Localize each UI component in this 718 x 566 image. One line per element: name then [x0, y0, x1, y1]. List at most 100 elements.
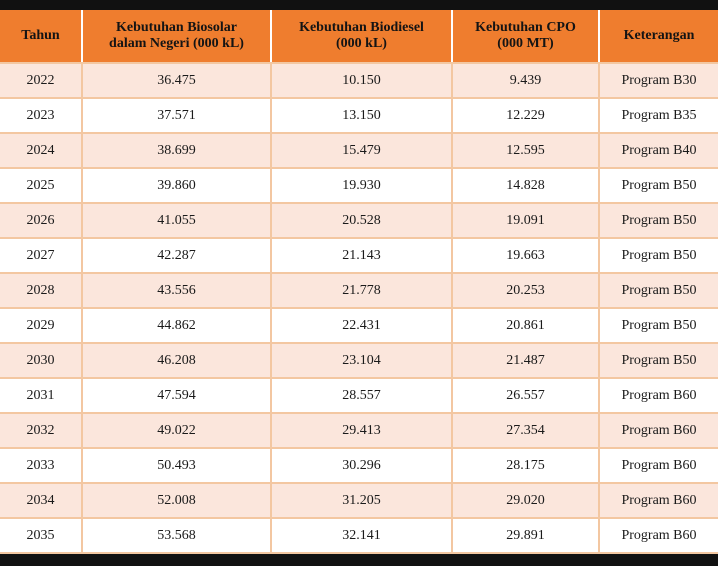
table-header-row: Tahun Kebutuhan Biosolar dalam Negeri (0…	[0, 10, 718, 64]
cell-biosolar: 46.208	[82, 343, 272, 379]
cell-biodiesel: 13.150	[271, 98, 453, 134]
cell-keterangan: Program B60	[599, 413, 718, 449]
cell-biosolar: 42.287	[82, 238, 272, 274]
cell-tahun: 2026	[0, 203, 83, 239]
header-keterangan: Keterangan	[599, 10, 718, 64]
header-keterangan-label: Keterangan	[623, 28, 695, 43]
cell-keterangan: Program B50	[599, 273, 718, 309]
table-row: 2033 50.493 30.296 28.175 Program B60	[0, 448, 718, 484]
header-tahun: Tahun	[0, 10, 83, 64]
cell-biodiesel: 15.479	[271, 133, 453, 169]
cell-keterangan: Program B50	[599, 238, 718, 274]
cell-biosolar: 36.475	[82, 63, 272, 99]
table-row: 2030 46.208 23.104 21.487 Program B50	[0, 343, 718, 379]
cell-cpo: 29.020	[452, 483, 600, 519]
cell-keterangan: Program B50	[599, 203, 718, 239]
cell-cpo: 19.663	[452, 238, 600, 274]
table-body: 2022 36.475 10.150 9.439 Program B30 2023 37.5…	[0, 63, 718, 554]
cell-keterangan: Program B60	[599, 448, 718, 484]
cell-tahun: 2023	[0, 98, 83, 134]
cell-cpo: 28.175	[452, 448, 600, 484]
cell-biodiesel: 28.557	[271, 378, 453, 414]
cell-biosolar: 41.055	[82, 203, 272, 239]
cell-keterangan: Program B60	[599, 378, 718, 414]
cell-tahun: 2033	[0, 448, 83, 484]
cell-biosolar: 39.860	[82, 168, 272, 204]
cell-biodiesel: 30.296	[271, 448, 453, 484]
cell-cpo: 19.091	[452, 203, 600, 239]
cell-cpo: 20.861	[452, 308, 600, 344]
cell-biodiesel: 32.141	[271, 518, 453, 554]
cell-keterangan: Program B30	[599, 63, 718, 99]
table-row: 2032 49.022 29.413 27.354 Program B60	[0, 413, 718, 449]
cell-cpo: 12.595	[452, 133, 600, 169]
cell-biodiesel: 22.431	[271, 308, 453, 344]
cell-tahun: 2022	[0, 63, 83, 99]
cell-biosolar: 52.008	[82, 483, 272, 519]
cell-biosolar: 43.556	[82, 273, 272, 309]
table-row: 2024 38.699 15.479 12.595 Program B40	[0, 133, 718, 169]
cell-tahun: 2024	[0, 133, 83, 169]
cell-cpo: 14.828	[452, 168, 600, 204]
cell-keterangan: Program B50	[599, 168, 718, 204]
cell-biodiesel: 23.104	[271, 343, 453, 379]
cell-keterangan: Program B60	[599, 483, 718, 519]
cell-tahun: 2034	[0, 483, 83, 519]
header-biodiesel: Kebutuhan Biodiesel (000 kL)	[271, 10, 453, 64]
cell-tahun: 2029	[0, 308, 83, 344]
header-biosolar-line1: Kebutuhan Biosolar	[116, 20, 237, 35]
cell-cpo: 27.354	[452, 413, 600, 449]
cell-keterangan: Program B60	[599, 518, 718, 554]
header-cpo-line2: (000 MT)	[497, 36, 554, 51]
header-biosolar: Kebutuhan Biosolar dalam Negeri (000 kL)	[82, 10, 272, 64]
header-biodiesel-line2: (000 kL)	[336, 36, 387, 51]
table-row: 2029 44.862 22.431 20.861 Program B50	[0, 308, 718, 344]
cell-tahun: 2027	[0, 238, 83, 274]
cell-biodiesel: 19.930	[271, 168, 453, 204]
cell-keterangan: Program B35	[599, 98, 718, 134]
cell-keterangan: Program B50	[599, 343, 718, 379]
cell-cpo: 20.253	[452, 273, 600, 309]
table-row: 2023 37.571 13.150 12.229 Program B35	[0, 98, 718, 134]
table-row: 2028 43.556 21.778 20.253 Program B50	[0, 273, 718, 309]
cell-biodiesel: 20.528	[271, 203, 453, 239]
table-row: 2031 47.594 28.557 26.557 Program B60	[0, 378, 718, 414]
cell-biosolar: 47.594	[82, 378, 272, 414]
cell-biodiesel: 21.778	[271, 273, 453, 309]
cell-biosolar: 38.699	[82, 133, 272, 169]
cell-biosolar: 37.571	[82, 98, 272, 134]
cell-tahun: 2032	[0, 413, 83, 449]
cell-biosolar: 53.568	[82, 518, 272, 554]
header-biodiesel-line1: Kebutuhan Biodiesel	[299, 20, 424, 35]
cell-biosolar: 50.493	[82, 448, 272, 484]
cell-cpo: 26.557	[452, 378, 600, 414]
cell-cpo: 29.891	[452, 518, 600, 554]
cell-keterangan: Program B50	[599, 308, 718, 344]
header-cpo: Kebutuhan CPO (000 MT)	[452, 10, 600, 64]
table-row: 2022 36.475 10.150 9.439 Program B30	[0, 63, 718, 99]
cell-cpo: 9.439	[452, 63, 600, 99]
cell-tahun: 2028	[0, 273, 83, 309]
table-row: 2027 42.287 21.143 19.663 Program B50	[0, 238, 718, 274]
cell-biodiesel: 29.413	[271, 413, 453, 449]
cell-tahun: 2025	[0, 168, 83, 204]
biodiesel-demand-table: Tahun Kebutuhan Biosolar dalam Negeri (0…	[0, 10, 718, 554]
cell-keterangan: Program B40	[599, 133, 718, 169]
table-row: 2026 41.055 20.528 19.091 Program B50	[0, 203, 718, 239]
header-cpo-line1: Kebutuhan CPO	[475, 20, 576, 35]
cell-cpo: 12.229	[452, 98, 600, 134]
table-row: 2025 39.860 19.930 14.828 Program B50	[0, 168, 718, 204]
cell-biosolar: 49.022	[82, 413, 272, 449]
cell-tahun: 2035	[0, 518, 83, 554]
cell-biodiesel: 31.205	[271, 483, 453, 519]
cell-biodiesel: 21.143	[271, 238, 453, 274]
table-row: 2034 52.008 31.205 29.020 Program B60	[0, 483, 718, 519]
cell-tahun: 2031	[0, 378, 83, 414]
cell-cpo: 21.487	[452, 343, 600, 379]
cell-biodiesel: 10.150	[271, 63, 453, 99]
cell-tahun: 2030	[0, 343, 83, 379]
header-biosolar-line2: dalam Negeri (000 kL)	[109, 36, 244, 51]
header-tahun-label: Tahun	[21, 28, 60, 43]
cell-biosolar: 44.862	[82, 308, 272, 344]
